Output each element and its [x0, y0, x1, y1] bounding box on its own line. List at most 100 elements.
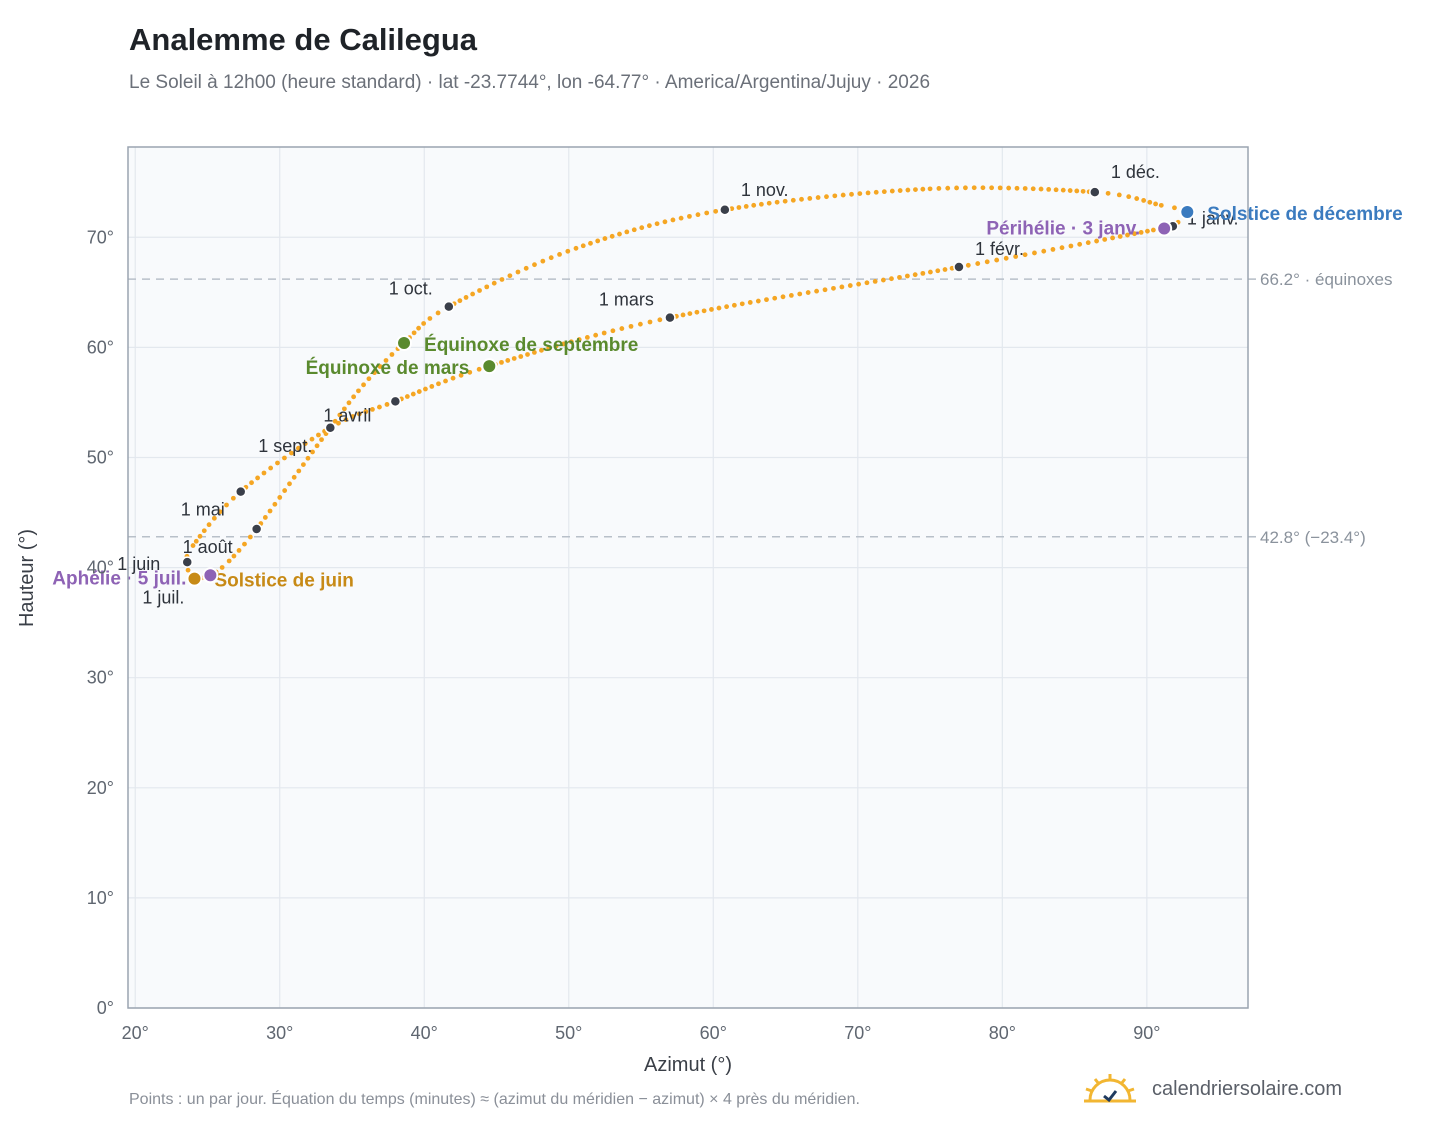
- analemma-day-point: [477, 288, 482, 293]
- analemma-day-point: [193, 538, 199, 544]
- analemma-day-point: [261, 470, 267, 476]
- analemma-day-point: [780, 294, 786, 300]
- analemma-day-point: [242, 541, 247, 547]
- analemma-day-point: [920, 186, 926, 192]
- analemma-day-point: [588, 240, 593, 246]
- analemma-day-point: [1110, 235, 1115, 241]
- analemma-day-point: [984, 259, 990, 265]
- analemma-day-point: [282, 488, 288, 493]
- analemma-day-point: [847, 283, 853, 288]
- analemma-day-point: [755, 298, 761, 304]
- analemma-day-point: [772, 295, 778, 301]
- analemma-day-point: [1022, 252, 1028, 258]
- analemma-day-point: [525, 352, 530, 357]
- analemma-day-point: [1117, 234, 1123, 239]
- analemma-day-point: [646, 223, 652, 229]
- analemma-day-point: [217, 509, 223, 515]
- x-tick-label: 50°: [555, 1023, 582, 1043]
- analemma-day-point: [865, 190, 871, 196]
- analemma-day-point: [343, 417, 349, 422]
- analemma-day-point: [416, 389, 422, 394]
- month-marker-label: 1 juil.: [142, 587, 184, 607]
- analemma-day-point: [743, 204, 749, 209]
- event-label: Périhélie · 3 janv.: [986, 218, 1140, 239]
- analemma-day-point: [832, 193, 838, 199]
- analemma-day-point: [268, 465, 274, 471]
- analemma-day-point: [595, 238, 601, 244]
- analemma-day-point: [601, 330, 607, 336]
- y-tick-label: 30°: [87, 668, 114, 688]
- analemma-day-point: [662, 219, 668, 225]
- analemma-day-point: [935, 268, 941, 274]
- analemma-day-point: [889, 188, 895, 194]
- analemma-day-point: [736, 205, 742, 210]
- analemma-day-point: [540, 258, 546, 264]
- analemma-day-point: [1077, 241, 1083, 247]
- analemma-day-point: [557, 251, 562, 257]
- month-marker-label: 1 févr.: [975, 239, 1024, 259]
- analemma-day-point: [1014, 185, 1020, 191]
- analemma-day-point: [905, 187, 911, 193]
- analemma-day-point: [249, 480, 254, 486]
- analemma-day-point: [782, 198, 788, 204]
- analemma-day-point: [309, 436, 315, 442]
- analemma-day-point: [1085, 240, 1091, 246]
- analemma-day-point: [920, 270, 926, 276]
- month-marker: [664, 311, 676, 324]
- event-marker: [1179, 203, 1196, 220]
- analemma-day-point: [694, 309, 700, 315]
- analemma-day-point: [576, 337, 582, 342]
- brand[interactable]: calendriersolaire.com: [1082, 1069, 1342, 1109]
- analemma-day-point: [1041, 248, 1047, 254]
- analemma-day-point: [913, 187, 918, 193]
- analemma-day-point: [548, 255, 554, 261]
- analemma-day-point: [695, 212, 701, 218]
- brand-name: calendriersolaire.com: [1152, 1077, 1343, 1100]
- analemma-day-point: [1147, 199, 1153, 205]
- analemma-day-point: [680, 312, 686, 318]
- analemma-day-point: [873, 189, 879, 195]
- month-marker-label: 1 mars: [599, 290, 654, 310]
- analemma-day-point: [389, 352, 395, 357]
- analemma-day-point: [411, 330, 417, 336]
- analemma-day-point: [1080, 188, 1086, 194]
- month-marker-label: 1 sept.: [258, 436, 312, 456]
- analemma-day-point: [963, 185, 968, 191]
- analemma-day-point: [185, 567, 191, 573]
- analemma-day-point: [363, 409, 369, 415]
- y-tick-label: 50°: [87, 447, 114, 467]
- analemma-day-point: [927, 186, 933, 192]
- month-marker: [443, 300, 455, 313]
- analemma-day-point: [383, 358, 389, 363]
- analemma-day-point: [880, 277, 886, 283]
- analemma-day-point: [687, 213, 692, 219]
- analemma-day-point: [1125, 232, 1130, 238]
- analemma-day-point: [436, 381, 441, 387]
- event-label: Équinoxe de mars: [306, 357, 470, 379]
- analemma-day-point: [230, 495, 236, 501]
- analemma-day-point: [980, 185, 986, 191]
- analemma-day-point: [904, 273, 910, 279]
- analemma-day-point: [267, 508, 273, 514]
- analemma-day-point: [945, 185, 951, 191]
- month-marker: [250, 523, 263, 535]
- analemma-day-point: [965, 262, 971, 268]
- analemma-day-point: [275, 460, 280, 466]
- analemma-day-point: [764, 297, 769, 303]
- analemma-day-point: [219, 565, 225, 570]
- analemma-day-point: [384, 402, 390, 407]
- analemma-day-point: [356, 411, 362, 417]
- analemma-day-point: [713, 208, 719, 214]
- month-marker-label: 1 janv.: [1187, 208, 1239, 228]
- analemma-day-point: [912, 272, 918, 278]
- analemma-day-point: [1102, 237, 1108, 242]
- analemma-day-point: [580, 243, 586, 249]
- plot-frame: [127, 146, 1249, 1009]
- y-tick-label: 10°: [87, 888, 114, 908]
- analemma-day-point: [637, 321, 643, 327]
- analemma-day-point: [296, 468, 302, 474]
- analemma-day-point: [839, 284, 845, 290]
- analemma-day-point: [206, 522, 212, 528]
- analemma-day-point: [372, 370, 377, 376]
